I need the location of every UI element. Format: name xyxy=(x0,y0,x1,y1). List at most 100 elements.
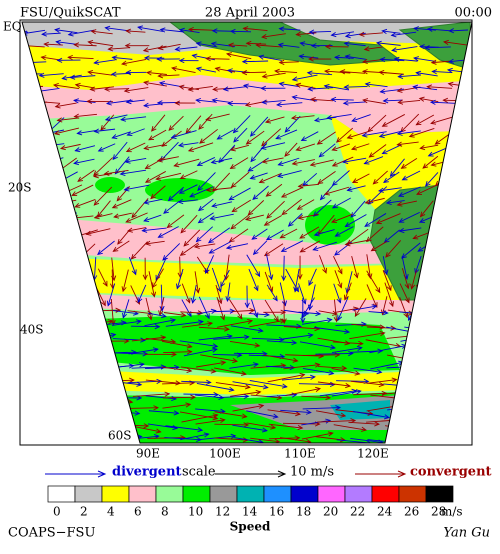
wind-vector xyxy=(49,186,64,196)
wind-vector-head xyxy=(56,218,61,222)
wind-vector-head xyxy=(13,217,18,221)
wind-vector xyxy=(30,395,60,397)
wind-vector-head xyxy=(57,272,61,277)
wind-vector xyxy=(13,213,30,220)
wind-vector xyxy=(437,326,467,328)
wind-vector-head xyxy=(25,301,29,306)
wind-vector xyxy=(97,419,125,423)
wind-vector-head xyxy=(89,418,94,422)
wind-vector xyxy=(402,431,435,436)
wind-vector xyxy=(21,199,45,202)
color-swatch xyxy=(102,486,129,502)
map-field xyxy=(0,0,500,460)
wind-vector-head xyxy=(58,426,63,430)
wind-vector xyxy=(420,355,456,356)
wind-vector-head xyxy=(70,303,74,308)
wind-vector-head xyxy=(44,160,49,164)
wind-vector xyxy=(435,309,459,312)
wind-vector-head xyxy=(53,253,58,258)
wind-vector xyxy=(63,285,73,308)
wind-vector-head xyxy=(447,202,452,206)
color-swatch xyxy=(345,486,372,502)
wind-vector xyxy=(64,242,79,253)
wind-vector xyxy=(25,228,43,233)
wind-vector-head xyxy=(82,314,86,319)
wind-vector-head xyxy=(91,397,96,401)
wind-vector xyxy=(206,59,229,60)
legend-scale-value: 10 m/s xyxy=(290,465,334,480)
wind-vector-head xyxy=(110,371,115,375)
wind-vector xyxy=(419,311,443,313)
wind-vector xyxy=(452,298,453,320)
wind-vector-head xyxy=(493,406,498,410)
wind-vector-head xyxy=(452,152,457,156)
wind-vector-head xyxy=(393,440,398,444)
wind-vector-head xyxy=(451,405,456,409)
wind-vector xyxy=(26,286,28,306)
wind-vector-head xyxy=(464,312,468,317)
wind-vector xyxy=(3,131,27,139)
footer-right: Yan Gu xyxy=(443,526,490,541)
color-swatch xyxy=(210,486,237,502)
lon-label: 110E xyxy=(284,447,316,461)
wind-vector-head xyxy=(412,334,417,338)
wind-vector-head xyxy=(451,353,456,357)
colorbar-label: 20 xyxy=(323,505,338,519)
wind-vector xyxy=(6,103,29,105)
color-swatch xyxy=(426,486,453,502)
wind-vector xyxy=(7,59,30,61)
wind-vector-head xyxy=(89,314,93,319)
wind-vector xyxy=(26,102,47,105)
colorbar-label: 12 xyxy=(215,505,230,519)
wind-vector-head xyxy=(448,167,453,171)
wind-vector xyxy=(403,361,440,367)
wind-vector-head xyxy=(474,276,478,281)
wind-vector xyxy=(40,228,62,233)
wind-vector xyxy=(46,389,81,394)
wind-vector-head xyxy=(39,315,43,320)
wind-vector-head xyxy=(109,378,114,382)
colorbar-label: 22 xyxy=(350,505,365,519)
wind-vector xyxy=(180,257,181,278)
wind-vector xyxy=(472,391,500,395)
wind-vector-head xyxy=(435,360,440,364)
wind-vector-head xyxy=(482,440,487,444)
wind-vector-head xyxy=(412,434,417,438)
wind-vector-head xyxy=(462,324,467,328)
header-left: FSU/QuikSCAT xyxy=(20,6,121,21)
wind-vector-head xyxy=(40,144,45,148)
color-swatch xyxy=(75,486,102,502)
wind-vector-head xyxy=(29,221,34,226)
wind-vector xyxy=(452,423,483,424)
wind-vector xyxy=(427,269,437,285)
wind-vector xyxy=(454,338,483,339)
wind-vector-head xyxy=(121,401,126,405)
wind-vector-head xyxy=(60,353,65,357)
wind-vector xyxy=(66,256,78,279)
wind-vector-head xyxy=(454,143,459,148)
wind-vector-head xyxy=(88,412,93,416)
wind-vector-head xyxy=(79,384,84,388)
wind-vector-head xyxy=(22,85,27,89)
wind-vector-head xyxy=(99,425,104,429)
wind-vector xyxy=(419,431,454,436)
wind-vector-head xyxy=(466,312,471,316)
wind-vector xyxy=(468,336,500,341)
wind-vector xyxy=(53,243,65,258)
wind-vector xyxy=(418,370,452,371)
wind-vector xyxy=(438,341,469,346)
wind-vector-head xyxy=(453,283,457,288)
wind-vector-head xyxy=(62,309,67,313)
wind-vector xyxy=(29,381,58,383)
wind-vector xyxy=(59,350,91,355)
wind-vector-head xyxy=(29,145,34,149)
wind-vector-head xyxy=(62,410,67,414)
wind-vector xyxy=(64,376,100,383)
lat-label: 20S xyxy=(8,181,32,195)
wind-vector xyxy=(470,407,498,410)
wind-vector xyxy=(59,366,90,369)
wind-vector xyxy=(464,272,472,295)
wind-vector xyxy=(76,299,86,320)
wind-vector xyxy=(43,171,60,180)
wind-vector-head xyxy=(435,330,440,334)
